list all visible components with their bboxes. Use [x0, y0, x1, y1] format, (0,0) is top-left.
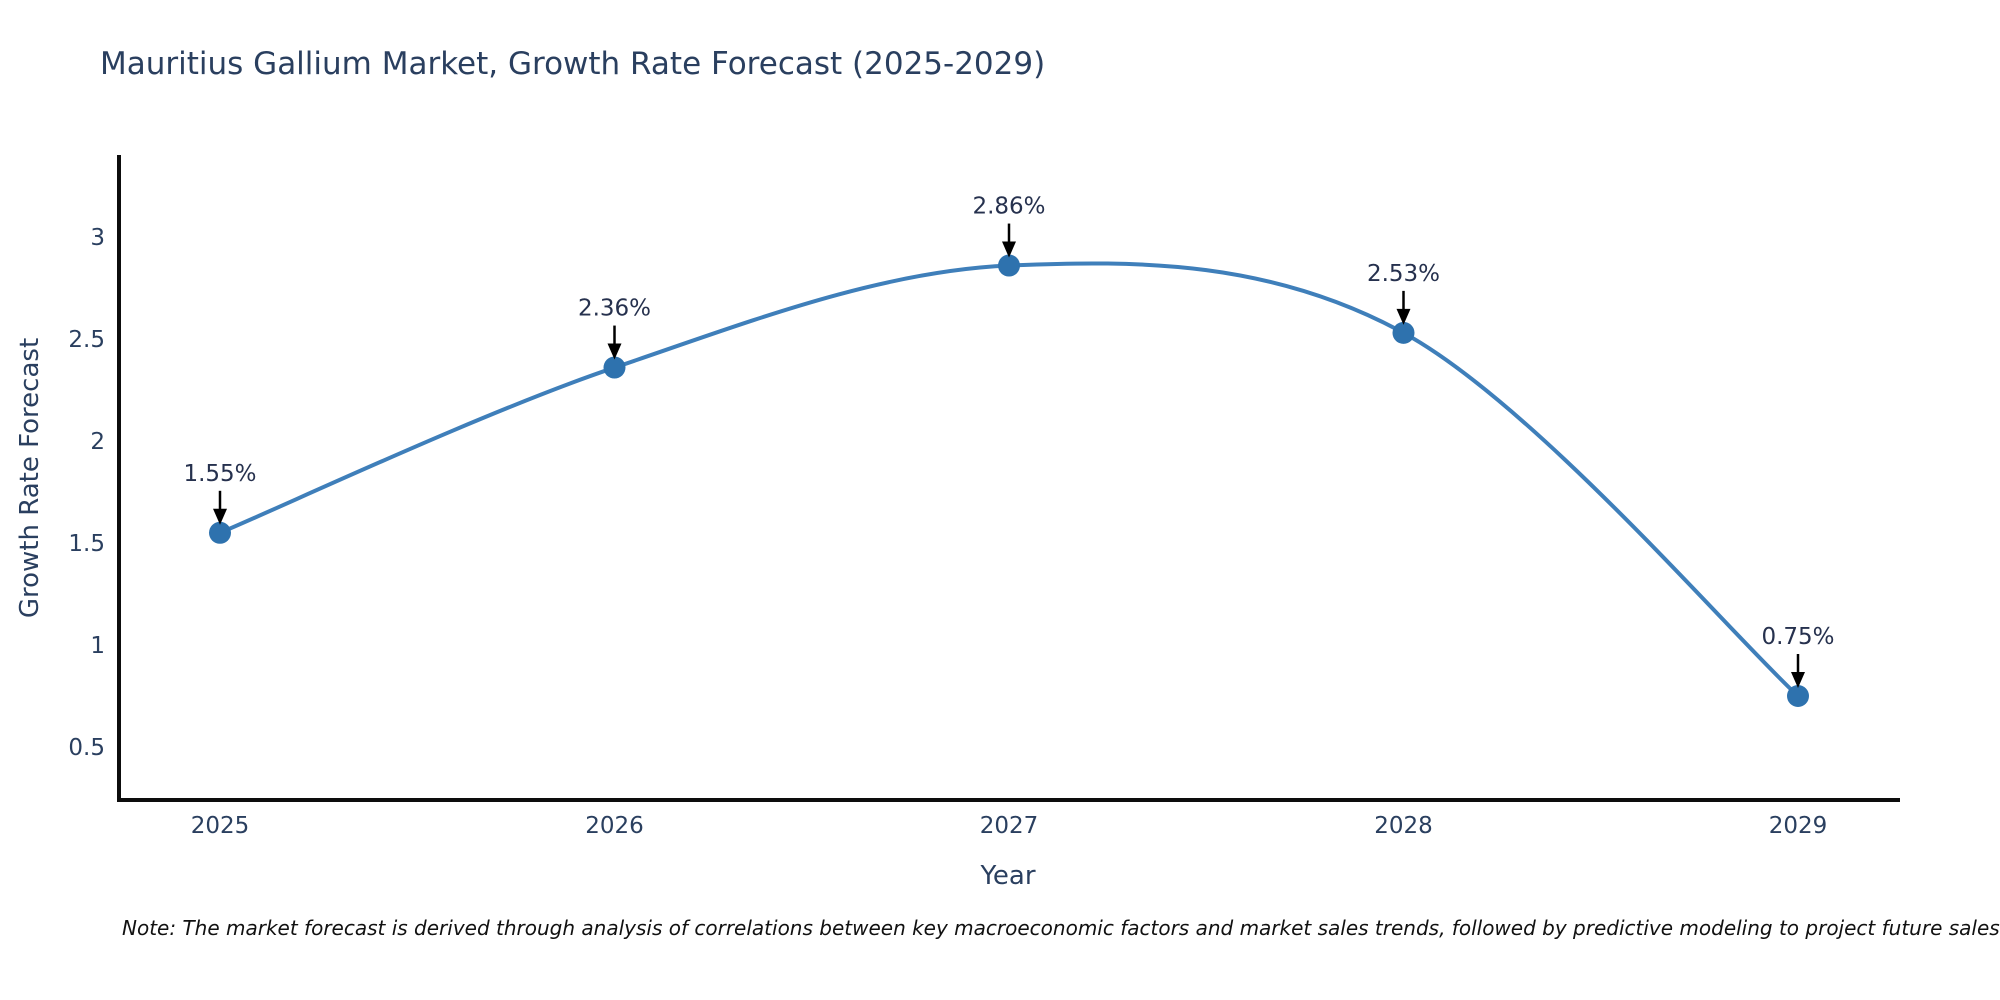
annotation-arrow-head [607, 343, 622, 360]
data-point-label: 2.36% [578, 296, 651, 322]
annotation-arrow-head [1396, 308, 1411, 325]
chart-title: Mauritius Gallium Market, Growth Rate Fo… [100, 46, 1046, 82]
data-point-marker [603, 356, 626, 379]
annotation-arrow-head [213, 508, 227, 525]
data-point-label: 2.86% [972, 194, 1045, 220]
footnote: Note: The market forecast is derived thr… [122, 916, 2000, 940]
x-tick-label: 2028 [1374, 813, 1433, 839]
annotation-arrow-head [1791, 672, 1805, 688]
data-point-marker [1787, 685, 1809, 707]
data-point-marker [209, 521, 231, 544]
data-point-marker [1392, 321, 1415, 344]
y-axis-title: Growth Rate Forecast [15, 338, 45, 618]
data-point-marker [998, 254, 1020, 277]
data-point-label: 0.75% [1761, 624, 1834, 650]
x-tick-label: 2026 [585, 813, 644, 839]
y-tick-label: 3 [90, 225, 105, 251]
y-tick-label: 1.5 [68, 531, 105, 557]
y-tick-label: 1 [90, 633, 105, 659]
x-tick-label: 2027 [980, 813, 1039, 839]
data-point-label: 2.53% [1367, 261, 1440, 287]
x-tick-label: 2025 [191, 813, 250, 839]
series-group: 0.5 1 1.5 2 2.5 3 2025 2026 2027 2028 2029 1.55% 2.3… [68, 194, 1834, 839]
x-tick-label: 2029 [1769, 813, 1828, 839]
data-point-label: 1.55% [183, 461, 256, 487]
annotation-arrow-head [1002, 241, 1016, 258]
y-tick-label: 0.5 [68, 735, 105, 761]
y-tick-label: 2 [90, 429, 105, 455]
forecast-line [218, 261, 1800, 698]
x-axis-title: Year [979, 861, 1035, 891]
y-tick-label: 2.5 [68, 327, 105, 353]
